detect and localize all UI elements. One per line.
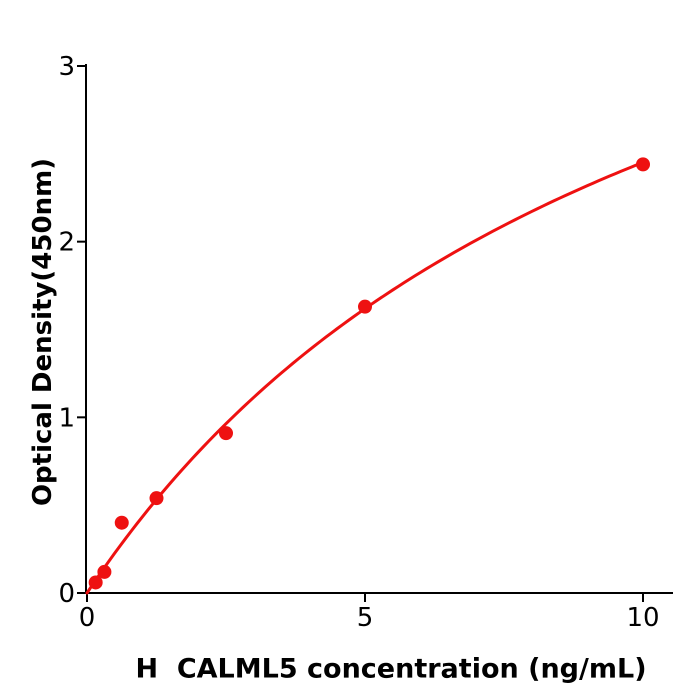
y-tick-label: 3 — [58, 52, 75, 82]
data-point — [636, 157, 650, 172]
data-point — [97, 564, 112, 579]
data-point — [88, 575, 103, 590]
axes-spines — [85, 64, 673, 594]
data-point — [149, 491, 164, 506]
y-axis-title: Optical Density(450nm) — [28, 157, 58, 507]
x-tick-label: 10 — [626, 603, 659, 633]
fit-curve — [85, 160, 645, 595]
data-point — [219, 426, 233, 441]
x-axis-title: H CALML5 concentration (ng/mL) — [135, 653, 647, 685]
y-tick-label: 1 — [58, 403, 75, 433]
data-point — [358, 299, 372, 314]
y-tick-label: 2 — [58, 228, 75, 258]
x-tick-label: 5 — [357, 603, 374, 633]
x-tick-label: 0 — [79, 603, 96, 633]
data-point — [114, 515, 129, 530]
y-tick-label: 0 — [58, 579, 75, 609]
